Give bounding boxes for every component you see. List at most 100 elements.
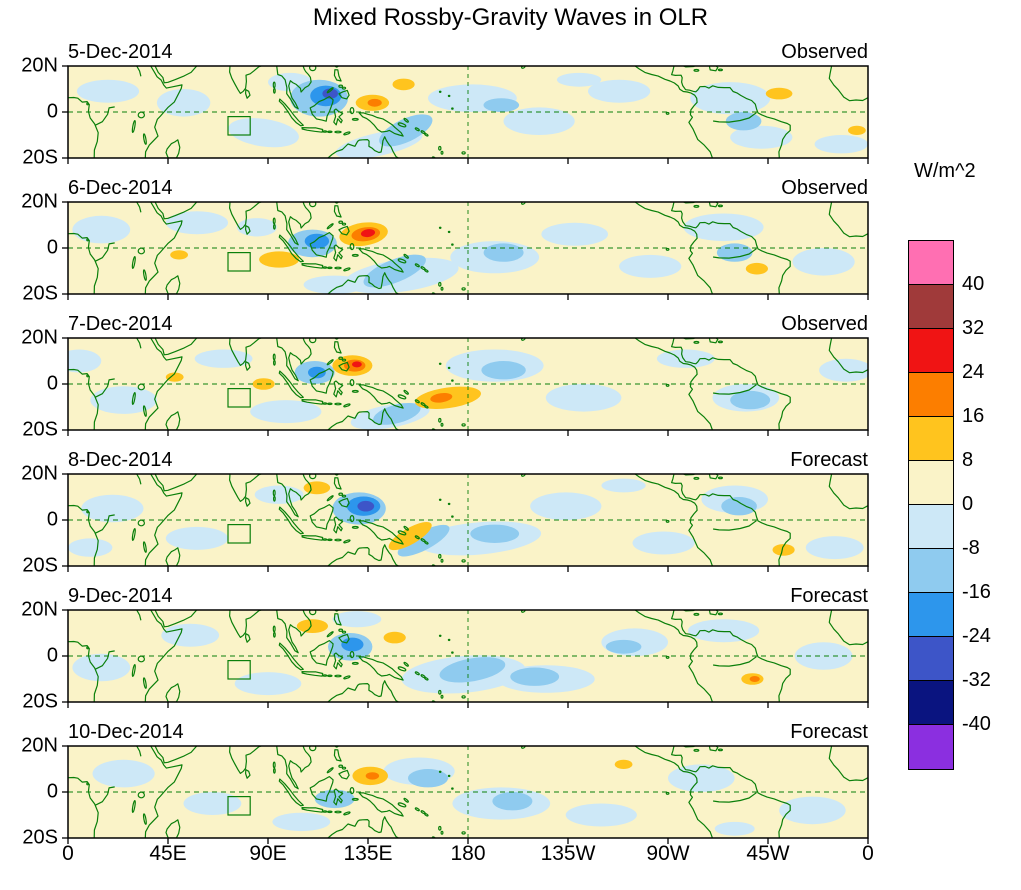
colorbar-units: W/m^2 [914,160,976,182]
colorbar-tick-label: -24 [962,625,991,647]
colorbar-tick-label: 40 [962,273,985,295]
x-tick-label: 0 [862,842,874,865]
x-tick-label: 0 [62,842,74,865]
panel-kind: Forecast [790,721,868,743]
panel-date: 7-Dec-2014 [68,313,173,335]
y-tick-label: 0 [46,100,58,123]
x-tick-label: 45E [149,842,187,865]
colorbar-tick-label: 8 [962,449,974,471]
map-border [67,65,869,159]
colorbar-tick-label: -40 [962,713,991,735]
axis-ticks [62,473,869,572]
x-tick-label: 135W [540,842,596,865]
map-panel [62,65,869,164]
chart-title: Mixed Rossby-Gravity Waves in OLR [312,4,709,31]
panel-date: 9-Dec-2014 [68,585,173,607]
panel-kind: Forecast [790,585,868,607]
x-tick-label: 135E [343,842,393,865]
map-border [67,337,869,431]
region-box [227,795,251,816]
panel-date: 10-Dec-2014 [68,721,184,743]
colorbar-cell [909,461,953,505]
panel-4: 8-Dec-2014 Forecast 20N 0 20S [0,448,869,577]
panel-1: 5-Dec-2014 Observed 20N 0 20S [0,40,869,169]
region-box [227,387,251,408]
y-axis-labels: 20N 0 20S [0,55,68,169]
panel-date: 6-Dec-2014 [68,177,173,199]
map-svg [62,609,869,708]
region-box [227,523,251,544]
map-svg [62,337,869,436]
map-border [67,473,869,567]
y-tick-label: 20S [22,690,58,713]
map-border [67,745,869,839]
y-tick-label: 20N [21,462,58,485]
panel-date: 8-Dec-2014 [68,449,173,471]
y-tick-label: 20S [22,826,58,849]
panel-stack: 5-Dec-2014 Observed 20N 0 20S 6-Dec-2014… [0,40,869,856]
axis-ticks [62,201,869,300]
coastlines [68,66,868,158]
panel-2: 6-Dec-2014 Observed 20N 0 20S [0,176,869,305]
colorbar-tick-label: -16 [962,581,991,603]
colorbar-cell [909,285,953,329]
coastlines [68,474,868,566]
y-tick-label: 20N [21,54,58,77]
colorbar-cell [909,373,953,417]
panel-kind: Observed [781,313,868,335]
colorbar-tick-label: -8 [962,537,980,559]
axis-ticks [62,745,869,844]
panel-5: 9-Dec-2014 Forecast 20N 0 20S [0,584,869,713]
panel-3: 7-Dec-2014 Observed 20N 0 20S [0,312,869,441]
panel-date: 5-Dec-2014 [68,41,173,63]
colorbar [908,240,954,770]
coastlines [68,610,868,702]
colorbar-cell [909,505,953,549]
y-tick-label: 0 [46,236,58,259]
x-tick-label: 90W [646,842,690,865]
y-tick-label: 0 [46,644,58,667]
colorbar-cell [909,549,953,593]
x-tick-label: 90E [249,842,287,865]
y-tick-label: 20N [21,734,58,757]
region-box [227,659,251,680]
y-axis-labels: 20N 0 20S [0,599,68,713]
y-axis-labels: 20N 0 20S [0,735,68,849]
y-axis-labels: 20N 0 20S [0,463,68,577]
map-border [67,201,869,295]
map-panel [62,337,869,436]
map-svg [62,201,869,300]
colorbar-cell [909,637,953,681]
map-svg [62,65,869,164]
panel-6: 10-Dec-2014 Forecast 20N 0 20S [0,720,869,849]
y-tick-label: 20N [21,326,58,349]
panel-kind: Observed [781,177,868,199]
region-box [227,115,251,136]
axis-ticks [62,609,869,708]
y-tick-label: 20N [21,190,58,213]
colorbar-cell [909,417,953,461]
map-panel [62,745,869,844]
anomaly-field [92,757,846,836]
colorbar-tick-label: 16 [962,405,985,427]
panel-kind: Forecast [790,449,868,471]
y-tick-label: 20S [22,418,58,441]
map-border [67,609,869,703]
y-tick-label: 0 [46,780,58,803]
y-tick-label: 20N [21,598,58,621]
colorbar-cell [909,593,953,637]
axis-ticks [62,65,869,164]
x-axis-labels: 0 45E 90E 135E 180 135W 90W 45W 0 [0,842,1021,870]
colorbar-cell [909,329,953,373]
colorbar-tick-label: 24 [962,361,985,383]
y-tick-label: 0 [46,508,58,531]
x-tick-label: 180 [450,842,486,865]
panel-kind: Observed [781,41,868,63]
anomaly-field [68,478,864,560]
map-panel [62,201,869,300]
y-tick-label: 20S [22,554,58,577]
map-svg [62,745,869,844]
map-svg [62,473,869,572]
x-tick-label: 45W [746,842,790,865]
